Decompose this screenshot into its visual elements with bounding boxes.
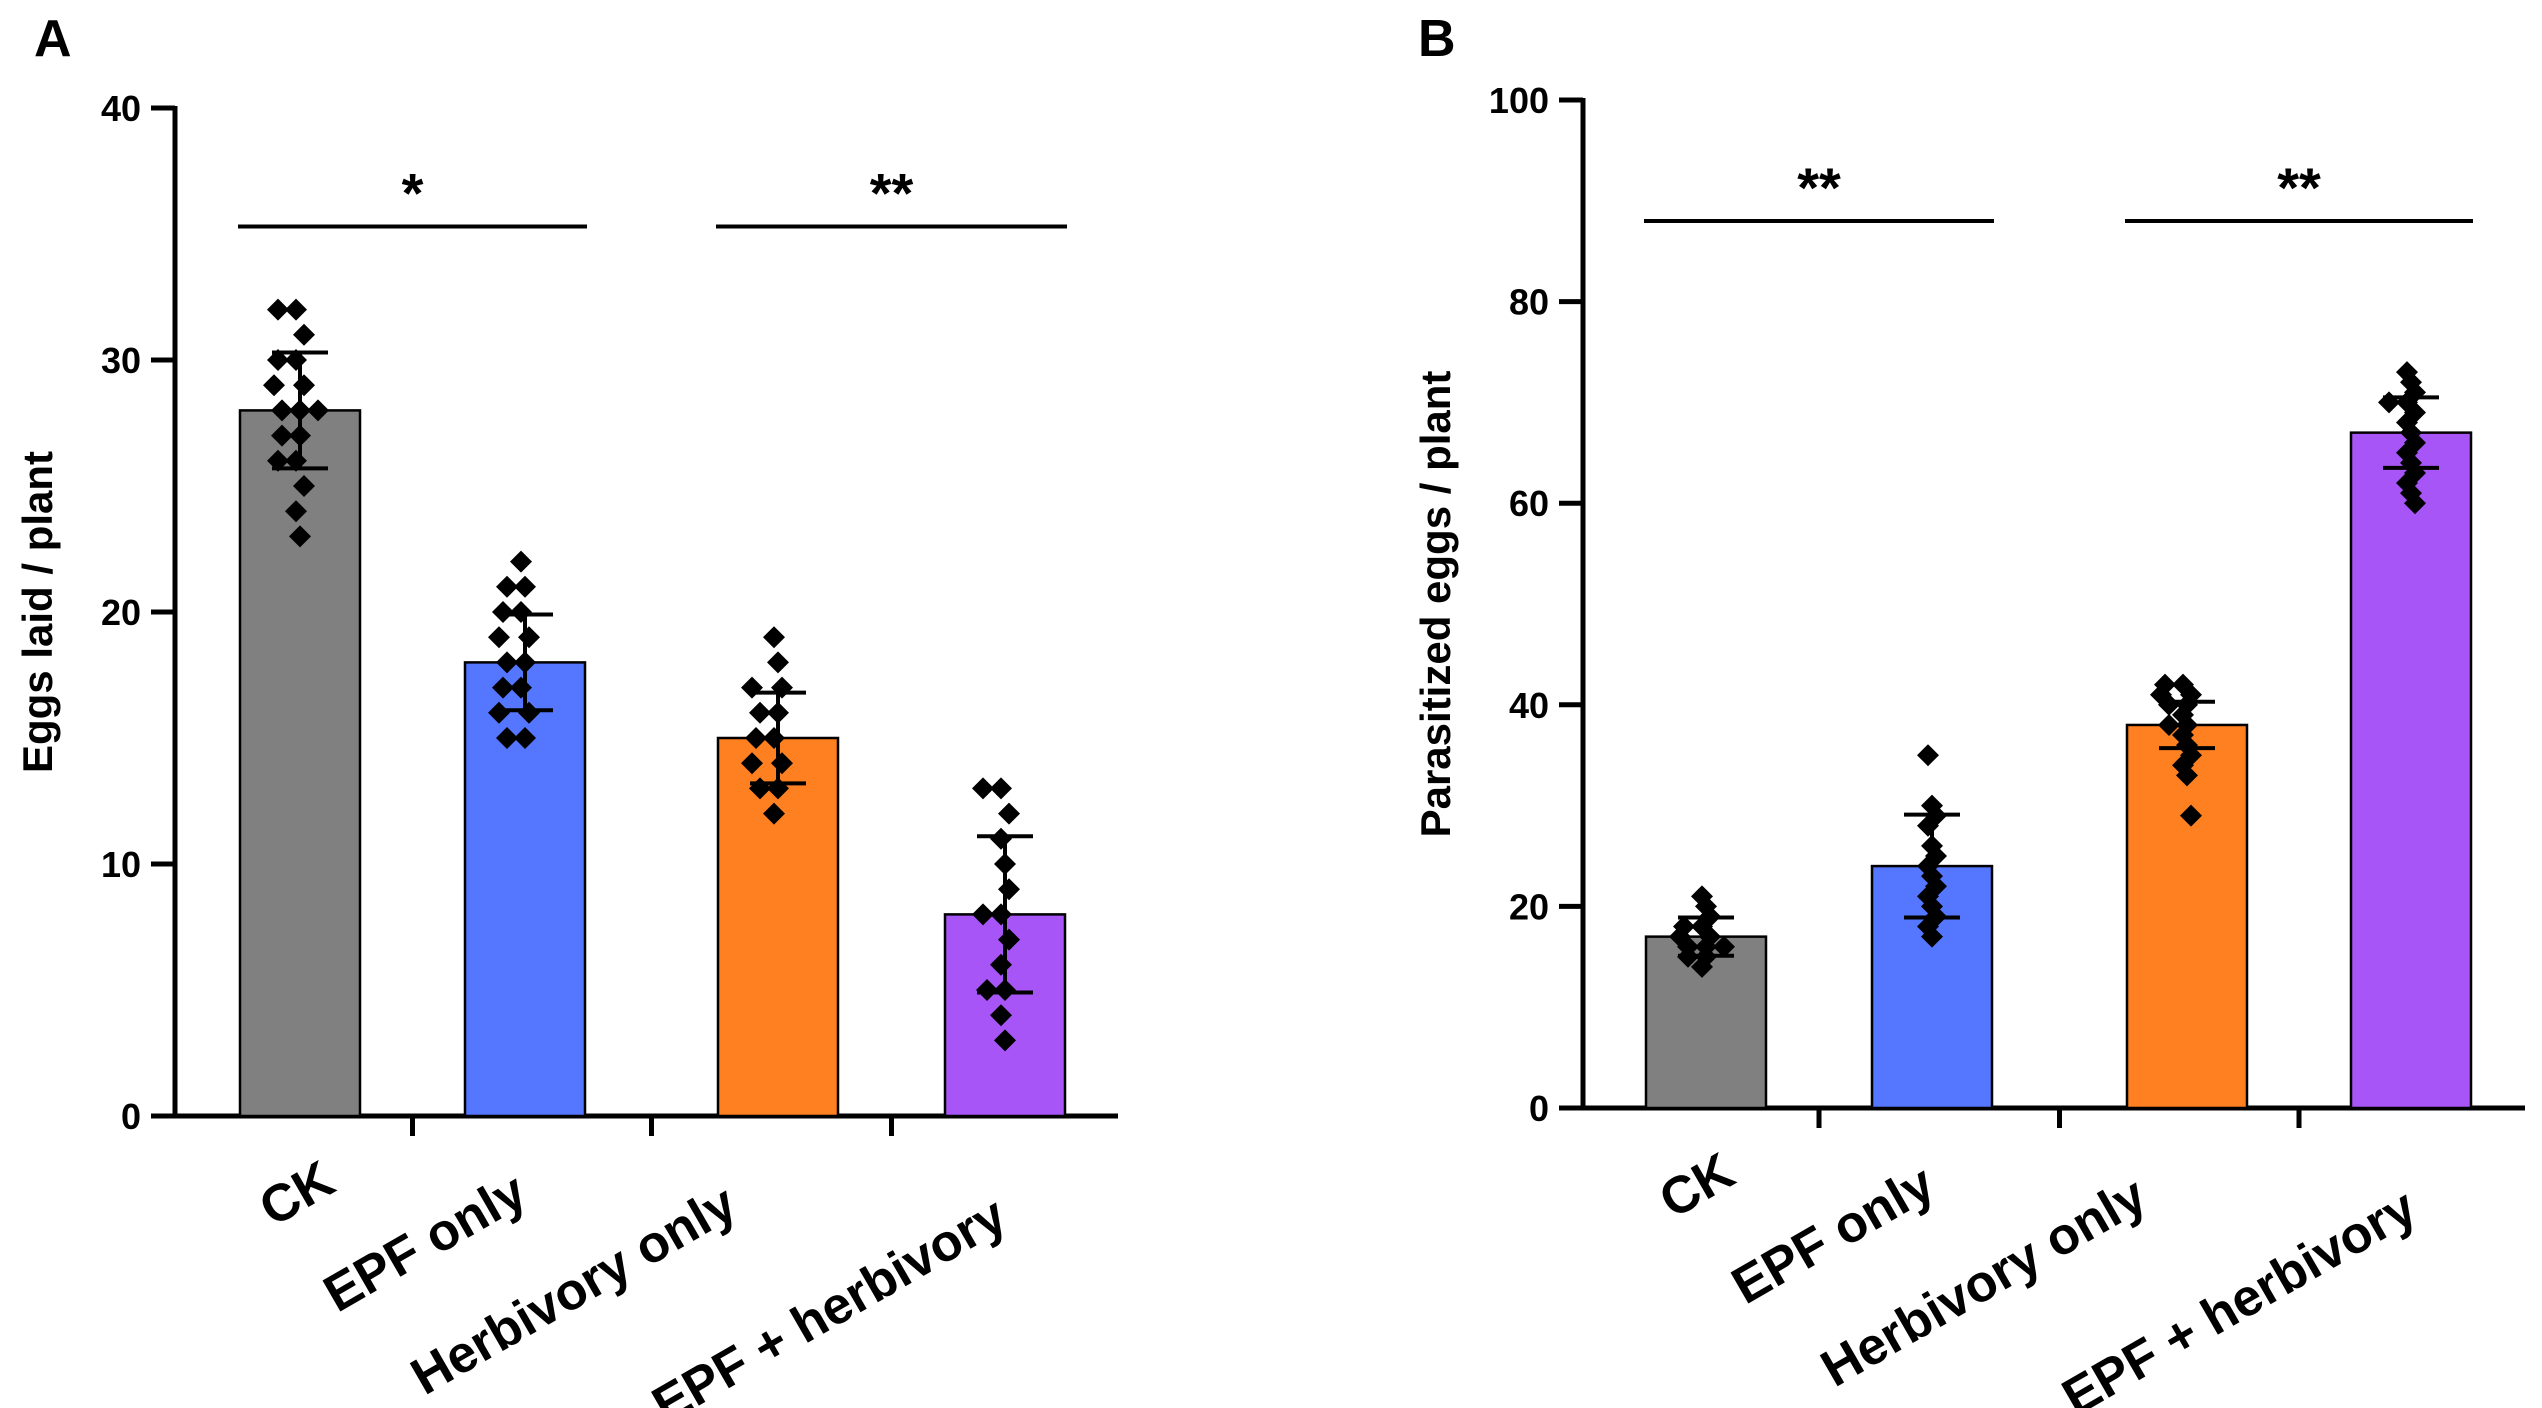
- panel-a-point-epf-only: [514, 651, 536, 674]
- panel-a-point-epf-herbivory: [990, 953, 1012, 976]
- panel-a-point-ck: [267, 349, 289, 371]
- panel-a-point-epf-only: [488, 626, 510, 649]
- panel-a-point-epf-herbivory: [994, 1029, 1016, 1052]
- panel-a-point-epf-only: [518, 626, 540, 649]
- panel-a-point-herbivory-only: [763, 802, 785, 825]
- panel-b-point-herbivory-only: [2180, 804, 2202, 827]
- panel-b-point-epf-only: [1921, 925, 1943, 948]
- panel-a-point-epf-herbivory: [990, 827, 1012, 850]
- panel-a-point-epf-herbivory: [990, 777, 1012, 800]
- panel-a-point-epf-only: [510, 601, 532, 623]
- panel-a-point-ck: [289, 525, 311, 548]
- panel-b-point-epf-only: [1917, 744, 1939, 767]
- panel-a-point-epf-herbivory: [990, 1004, 1012, 1027]
- panel-a-category-label-ck: CK: [250, 1150, 344, 1238]
- panel-b-point-epf-herbivory: [2404, 492, 2426, 515]
- panel-a-point-herbivory-only: [771, 676, 793, 699]
- panel-a-point-ck: [293, 323, 315, 346]
- panel-a-ylabel: Eggs laid / plant: [14, 451, 61, 773]
- panel-a-point-ck: [285, 449, 307, 472]
- panel-a-point-ck: [293, 475, 315, 497]
- panel-a-point-epf-herbivory: [998, 878, 1020, 901]
- panel-a-point-epf-herbivory: [994, 853, 1016, 875]
- panel-a-point-epf-only: [510, 676, 532, 699]
- panel-b-point-herbivory-only: [2158, 713, 2180, 736]
- panel-a-point-epf-herbivory: [972, 777, 994, 800]
- panel-a-point-herbivory-only: [767, 701, 789, 724]
- panel-a-point-epf-herbivory: [990, 903, 1012, 926]
- panel-a-point-epf-only: [492, 676, 514, 699]
- panel-a-point-epf-only: [496, 651, 518, 674]
- panel-a-significance-label-1: **: [870, 161, 914, 224]
- panel-a-point-ck: [267, 449, 289, 472]
- panel-a-ytick-label: 30: [101, 340, 141, 381]
- panel-a-point-ck: [263, 374, 285, 397]
- panel-b-significance-label-0: **: [1797, 156, 1841, 219]
- panel-a-point-ck: [289, 424, 311, 447]
- panel-a-point-ck: [267, 298, 289, 321]
- panel-a-point-epf-herbivory: [998, 928, 1020, 951]
- panel-a-point-epf-only: [488, 701, 510, 724]
- panel-a-point-epf-only: [496, 575, 518, 598]
- panel-a-point-epf-only: [492, 601, 514, 623]
- panel-a-point-herbivory-only: [741, 752, 763, 775]
- panel-b-bar-herbivory-only: [2125, 723, 2249, 1110]
- panel-b-point-herbivory-only: [2176, 764, 2198, 787]
- panel-b-ylabel: Parasitized eggs / plant: [1412, 371, 1459, 838]
- panel-a-point-epf-herbivory: [998, 802, 1020, 825]
- panel-a-point-herbivory-only: [767, 777, 789, 800]
- panel-a-point-herbivory-only: [745, 727, 767, 749]
- panel-a-point-ck: [285, 500, 307, 523]
- panel-b-point-ck: [1691, 955, 1713, 978]
- panel-a-point-epf-herbivory: [972, 903, 994, 926]
- panel-a-point-epf-only: [496, 727, 518, 749]
- panel-a-point-herbivory-only: [767, 651, 789, 674]
- panel-a-ytick-label: 20: [101, 592, 141, 633]
- panel-b-letter: B: [1418, 10, 1456, 68]
- panel-b-ytick-label: 20: [1509, 886, 1549, 927]
- panel-a-ytick-label: 10: [101, 844, 141, 885]
- panel-a-point-ck: [271, 399, 293, 422]
- panel-a-point-epf-only: [514, 575, 536, 598]
- panel-a-point-herbivory-only: [771, 752, 793, 775]
- panel-b-point-ck: [1713, 935, 1735, 958]
- panel-a-point-herbivory-only: [749, 701, 771, 724]
- panel-a-point-herbivory-only: [763, 626, 785, 649]
- panel-a-point-epf-herbivory: [994, 979, 1016, 1001]
- panel-a-bar-herbivory-only: [716, 736, 840, 1118]
- panel-b-point-epf-only: [1917, 814, 1939, 837]
- panel-a-point-herbivory-only: [763, 727, 785, 749]
- panel-a-point-ck: [289, 399, 311, 422]
- panel-b-ytick-label: 0: [1529, 1088, 1549, 1129]
- panel-a-point-epf-only: [510, 550, 532, 573]
- panel-b-ytick-label: 40: [1509, 685, 1549, 726]
- panel-a-point-ck: [285, 349, 307, 371]
- panel-b-point-ck: [1677, 945, 1699, 968]
- panel-b-ytick-label: 100: [1489, 80, 1549, 121]
- panel-a-ytick-label: 0: [121, 1096, 141, 1137]
- panel-b-point-herbivory-only: [2158, 693, 2180, 716]
- panel-a-point-ck: [271, 424, 293, 447]
- panel-b-significance-label-1: **: [2277, 156, 2321, 219]
- panel-b-point-epf-herbivory: [2378, 391, 2400, 414]
- panel-b-ytick-label: 80: [1509, 282, 1549, 323]
- panel-a-letter: A: [34, 10, 72, 68]
- panel-b-bar-epf-herbivory: [2349, 431, 2473, 1110]
- panel-a-point-epf-only: [514, 727, 536, 749]
- panel-a-significance-label-0: *: [402, 161, 424, 224]
- panel-a-point-ck: [285, 298, 307, 321]
- panel-a-point-epf-herbivory: [976, 979, 998, 1001]
- panel-a-point-ck: [293, 374, 315, 397]
- panel-a-ytick-label: 40: [101, 88, 141, 129]
- panel-a-point-herbivory-only: [749, 777, 771, 800]
- panel-a-point-herbivory-only: [741, 676, 763, 699]
- panel-b-category-label-ck: CK: [1650, 1142, 1744, 1230]
- panel-a-point-ck: [307, 399, 329, 422]
- panel-a-point-epf-only: [518, 701, 540, 724]
- panel-b-ytick-label: 60: [1509, 483, 1549, 524]
